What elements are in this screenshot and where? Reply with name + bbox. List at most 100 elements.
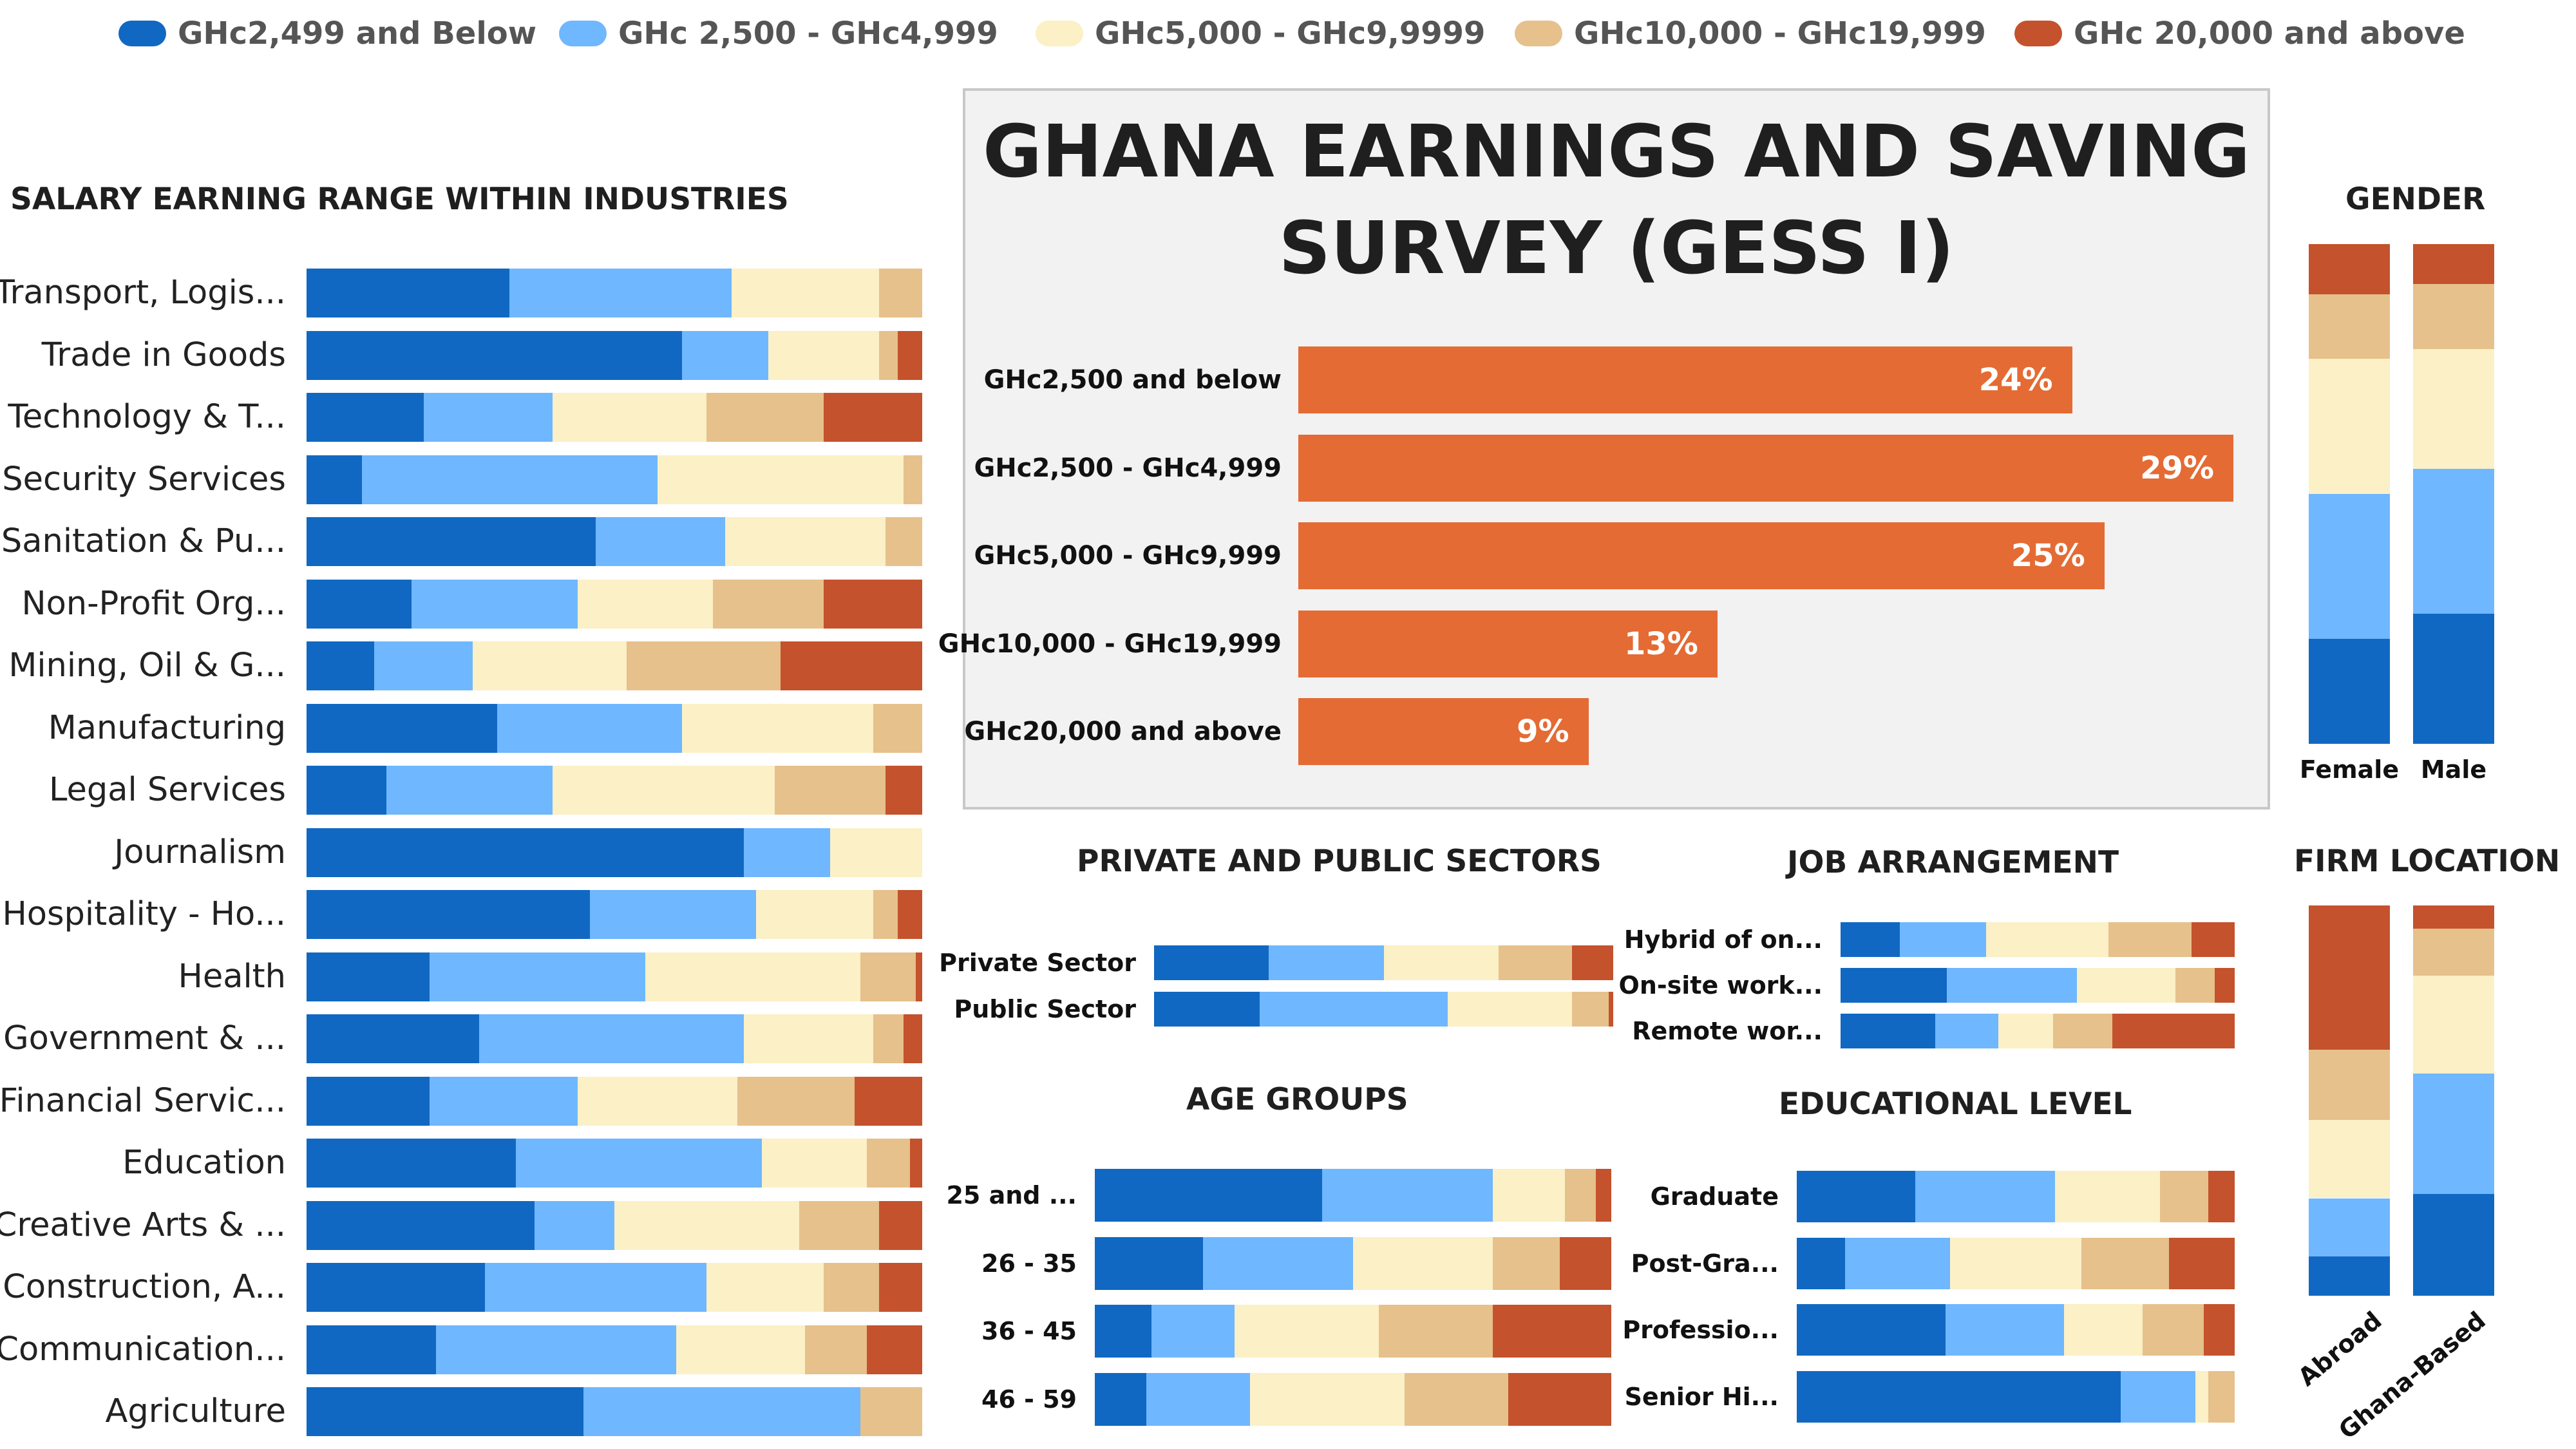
industries-bar-segment[interactable] <box>583 1387 861 1436</box>
industries-bar-segment[interactable] <box>737 1076 855 1126</box>
job-bar-segment[interactable] <box>1841 922 1900 957</box>
industries-bar-segment[interactable] <box>516 1139 762 1188</box>
firm-bar-segment[interactable] <box>2413 905 2494 929</box>
sectors-bar-segment[interactable] <box>1154 945 1269 980</box>
industries-bar-segment[interactable] <box>657 455 904 504</box>
gender-bar-segment[interactable] <box>2309 639 2390 744</box>
industries-bar-segment[interactable] <box>577 579 713 629</box>
industries-bar-segment[interactable] <box>411 579 578 629</box>
sectors-bar-segment[interactable] <box>1154 992 1260 1027</box>
gender-bar-segment[interactable] <box>2413 614 2494 744</box>
edu-bar-segment[interactable] <box>1915 1171 2056 1222</box>
industries-bar-segment[interactable] <box>904 1014 922 1063</box>
gender-bar-segment[interactable] <box>2309 294 2390 359</box>
industries-bar-segment[interactable] <box>824 1263 880 1312</box>
sectors-bar-segment[interactable] <box>1259 992 1448 1027</box>
age-bar-segment[interactable] <box>1492 1305 1611 1358</box>
industries-bar-segment[interactable] <box>386 766 553 815</box>
distribution-bar[interactable] <box>1298 698 1589 765</box>
industries-bar-segment[interactable] <box>307 330 683 380</box>
industries-bar-segment[interactable] <box>743 828 830 877</box>
industries-bar-segment[interactable] <box>897 330 922 380</box>
industries-bar-segment[interactable] <box>762 1139 867 1188</box>
industries-bar-segment[interactable] <box>879 330 898 380</box>
industries-bar-segment[interactable] <box>423 393 553 442</box>
gender-bar-segment[interactable] <box>2309 359 2390 494</box>
edu-bar-segment[interactable] <box>2204 1304 2235 1356</box>
industries-bar-segment[interactable] <box>879 1263 922 1312</box>
industries-bar-segment[interactable] <box>774 766 886 815</box>
age-bar-segment[interactable] <box>1095 1236 1204 1290</box>
firm-bar-segment[interactable] <box>2413 1194 2494 1296</box>
industries-bar-segment[interactable] <box>885 766 922 815</box>
industries-bar-segment[interactable] <box>768 330 880 380</box>
industries-bar-segment[interactable] <box>879 1200 922 1250</box>
industries-bar-segment[interactable] <box>577 1076 738 1126</box>
legend-item[interactable]: GHc 20,000 and above <box>2014 10 2465 57</box>
age-bar-segment[interactable] <box>1095 1372 1147 1426</box>
industries-bar-segment[interactable] <box>866 1325 922 1374</box>
industries-bar-segment[interactable] <box>307 1139 516 1188</box>
industries-bar-segment[interactable] <box>307 766 387 815</box>
industries-bar-segment[interactable] <box>589 890 756 939</box>
industries-bar-segment[interactable] <box>854 1076 922 1126</box>
industries-bar-segment[interactable] <box>885 517 922 566</box>
age-bar-segment[interactable] <box>1492 1169 1565 1222</box>
industries-bar-segment[interactable] <box>307 1387 584 1436</box>
industries-bar-segment[interactable] <box>731 269 880 317</box>
sectors-bar-segment[interactable] <box>1448 992 1572 1027</box>
gender-bar-segment[interactable] <box>2309 494 2390 639</box>
industries-bar-segment[interactable] <box>307 579 412 629</box>
firm-bar-segment[interactable] <box>2309 1198 2390 1257</box>
firm-bar-segment[interactable] <box>2309 1120 2390 1198</box>
job-bar-segment[interactable] <box>2191 922 2235 957</box>
gender-bar-segment[interactable] <box>2413 284 2494 349</box>
industries-bar-segment[interactable] <box>860 952 916 1001</box>
age-bar-segment[interactable] <box>1203 1236 1353 1290</box>
edu-bar-segment[interactable] <box>2063 1304 2143 1356</box>
industries-bar-segment[interactable] <box>307 828 744 877</box>
industries-bar-segment[interactable] <box>706 1263 824 1312</box>
industries-bar-segment[interactable] <box>307 517 596 566</box>
industries-bar-segment[interactable] <box>307 641 375 690</box>
industries-bar-segment[interactable] <box>909 1139 922 1188</box>
industries-bar-segment[interactable] <box>307 1200 535 1250</box>
industries-bar-segment[interactable] <box>307 952 430 1001</box>
job-bar-segment[interactable] <box>2215 968 2235 1003</box>
job-bar-segment[interactable] <box>1899 922 1987 957</box>
industries-bar-segment[interactable] <box>866 1139 910 1188</box>
distribution-bar[interactable] <box>1298 346 2072 413</box>
legend-item[interactable]: GHc5,000 - GHc9,9999 <box>1036 10 1485 57</box>
industries-bar-segment[interactable] <box>307 1263 486 1312</box>
industries-bar-segment[interactable] <box>307 393 424 442</box>
distribution-bar[interactable] <box>1298 610 1718 677</box>
edu-bar-segment[interactable] <box>2160 1171 2209 1222</box>
job-bar-segment[interactable] <box>1986 922 2109 957</box>
industries-bar-segment[interactable] <box>307 1076 430 1126</box>
sectors-bar-segment[interactable] <box>1498 945 1572 980</box>
industries-bar-segment[interactable] <box>497 703 683 753</box>
industries-bar-segment[interactable] <box>485 1263 707 1312</box>
industries-bar-segment[interactable] <box>805 1325 867 1374</box>
industries-bar-segment[interactable] <box>534 1200 614 1250</box>
industries-bar-segment[interactable] <box>824 579 922 629</box>
industries-bar-segment[interactable] <box>307 455 363 504</box>
age-bar-segment[interactable] <box>1095 1169 1322 1222</box>
job-bar-segment[interactable] <box>1935 1014 1998 1048</box>
job-bar-segment[interactable] <box>2175 968 2215 1003</box>
industries-bar-segment[interactable] <box>873 890 898 939</box>
age-bar-segment[interactable] <box>1595 1169 1611 1222</box>
firm-bar-segment[interactable] <box>2309 1256 2390 1296</box>
industries-bar-segment[interactable] <box>307 890 590 939</box>
industries-bar-segment[interactable] <box>755 890 873 939</box>
industries-bar-segment[interactable] <box>627 641 781 690</box>
edu-bar-segment[interactable] <box>1946 1304 2064 1356</box>
age-bar-segment[interactable] <box>1559 1236 1611 1290</box>
firm-bar-segment[interactable] <box>2309 905 2390 1050</box>
industries-bar-segment[interactable] <box>916 952 922 1001</box>
edu-bar-segment[interactable] <box>1844 1237 1950 1289</box>
industries-bar-segment[interactable] <box>781 641 922 690</box>
industries-bar-segment[interactable] <box>799 1200 880 1250</box>
industries-bar-segment[interactable] <box>307 1325 436 1374</box>
sectors-bar-segment[interactable] <box>1608 992 1613 1027</box>
